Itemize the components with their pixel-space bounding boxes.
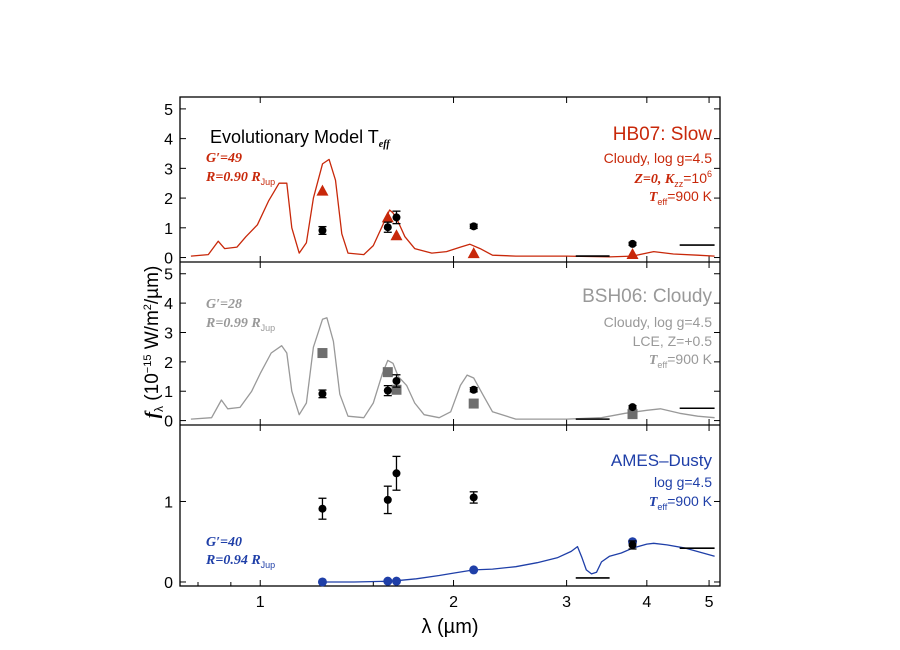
- model-photometry-point: [381, 211, 394, 223]
- model-param-1: Cloudy, log g=4.5: [604, 314, 713, 330]
- panel-header: Evolutionary Model Teff: [210, 127, 391, 150]
- observed-data-point: [318, 226, 327, 235]
- model-photometry-point: [390, 229, 403, 241]
- y-axis-label: fλ (10−15 W/m2/µm): [142, 266, 166, 419]
- radius-label: R=0.94 RJup: [205, 553, 275, 570]
- teff-label: Teff=900 K: [649, 351, 713, 370]
- observed-data-point: [628, 540, 637, 549]
- model-spectrum-line: [190, 158, 715, 258]
- observed-data-point: [469, 493, 478, 502]
- observed-data-point: [318, 504, 327, 513]
- y-tick-label: 0: [164, 414, 173, 431]
- panel-ames: 01: [164, 425, 720, 592]
- model-photometry-point: [391, 384, 402, 395]
- model-photometry-point: [382, 367, 393, 378]
- observed-data-point: [469, 385, 478, 394]
- y-tick-label: 0: [164, 251, 173, 268]
- model-photometry-point: [317, 577, 327, 587]
- x-tick-label: 2: [449, 594, 458, 611]
- radius-label: R=0.99 RJup: [205, 316, 275, 333]
- model-photometry-point: [627, 409, 638, 420]
- model-param-2: LCE, Z=+0.5: [633, 333, 713, 349]
- x-axis: 1 2 3 4 5: [197, 582, 714, 611]
- y-tick-label: 5: [164, 267, 173, 284]
- y-tick-label: 1: [164, 221, 173, 238]
- y-tick-label: 5: [164, 102, 173, 119]
- model-photometry-point: [317, 348, 328, 359]
- y-tick-label: 1: [164, 494, 173, 511]
- observed-data-point: [628, 403, 637, 412]
- model-title: HB07: Slow: [613, 124, 713, 145]
- observed-data-point: [392, 213, 401, 222]
- y-tick-label: 1: [164, 384, 173, 401]
- y-tick-label: 2: [164, 355, 173, 372]
- x-tick-label: 3: [562, 594, 571, 611]
- model-spectrum-line: [322, 542, 715, 583]
- x-axis-label: λ (µm): [421, 616, 478, 638]
- model-param-2: Z=0, Kzz=106: [633, 169, 712, 189]
- x-tick-label: 4: [642, 594, 651, 611]
- model-photometry-point: [391, 576, 401, 586]
- model-photometry-point: [383, 576, 393, 586]
- model-photometry-point: [316, 184, 329, 196]
- observed-data-point: [383, 386, 392, 395]
- g-prime-label: G′=40: [206, 535, 242, 550]
- model-title: AMES–Dusty: [611, 451, 713, 470]
- y-tick-label: 4: [164, 132, 173, 149]
- y-tick-label: 0: [164, 575, 173, 592]
- y-tick-label: 2: [164, 191, 173, 208]
- observed-data-point: [392, 376, 401, 385]
- plot-frame: [179, 96, 721, 587]
- x-tick-label: 5: [705, 594, 714, 611]
- model-photometry-point: [469, 565, 479, 575]
- teff-label: Teff=900 K: [649, 493, 713, 512]
- observed-data-point: [392, 469, 401, 478]
- model-param-1: log g=4.5: [654, 474, 712, 490]
- radius-label: R=0.90 RJup: [205, 170, 275, 187]
- observed-data-point: [469, 222, 478, 231]
- model-spectrum-line: [190, 317, 715, 420]
- observed-data-point: [318, 389, 327, 398]
- g-prime-label: G′=49: [206, 151, 242, 166]
- model-photometry-point: [626, 247, 639, 259]
- teff-label: Teff=900 K: [649, 188, 713, 207]
- observed-data-point: [383, 223, 392, 232]
- panel-hb07: 0 1 2 3 4 5: [164, 97, 720, 268]
- model-photometry-point: [468, 398, 479, 409]
- observed-data-point: [383, 495, 392, 504]
- model-photometry-point: [467, 247, 480, 259]
- x-tick-label: 1: [256, 594, 265, 611]
- observed-data-point: [628, 239, 637, 248]
- model-param-1: Cloudy, log g=4.5: [604, 150, 713, 166]
- g-prime-label: G′=28: [206, 297, 242, 312]
- y-tick-label: 3: [164, 325, 173, 342]
- y-tick-label: 4: [164, 296, 173, 313]
- model-title: BSH06: Cloudy: [582, 286, 712, 307]
- panel-bsh06: 0 1 2 3 4 5: [164, 262, 720, 431]
- y-tick-label: 3: [164, 161, 173, 178]
